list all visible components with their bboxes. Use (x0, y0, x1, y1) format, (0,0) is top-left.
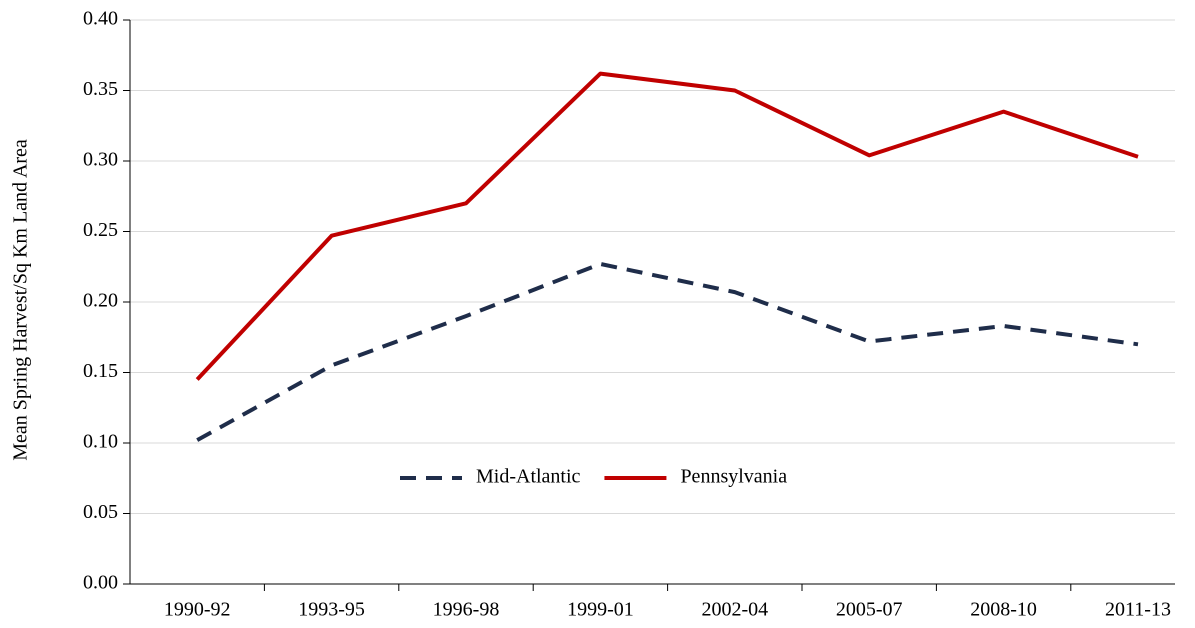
x-tick-label: 1990-92 (164, 599, 231, 621)
x-tick-label: 2011-13 (1105, 599, 1171, 621)
x-tick-label: 2008-10 (970, 599, 1037, 621)
y-tick-label: 0.05 (83, 501, 118, 523)
y-tick-label: 0.10 (83, 431, 118, 453)
y-tick-label: 0.40 (83, 8, 118, 30)
x-tick-label: 1993-95 (298, 599, 365, 621)
line-series (195, 71, 1139, 381)
y-tick-label: 0.35 (83, 78, 118, 100)
legend-label: Pennsylvania (680, 466, 787, 488)
legend-label: Mid-Atlantic (476, 466, 581, 488)
y-axis-label: Mean Spring Harvest/Sq Km Land Area (10, 139, 32, 461)
y-tick-label: 0.00 (83, 572, 118, 594)
y-tick-label: 0.30 (83, 149, 118, 171)
y-tick-label: 0.15 (83, 360, 118, 382)
y-tick-label: 0.25 (83, 219, 118, 241)
y-tick-label: 0.20 (83, 290, 118, 312)
x-tick-label: 2002-04 (701, 599, 768, 621)
x-tick-label: 2005-07 (836, 599, 903, 621)
x-tick-label: 1999-01 (567, 599, 634, 621)
line-series (196, 261, 1139, 442)
x-tick-label: 1996-98 (433, 599, 500, 621)
